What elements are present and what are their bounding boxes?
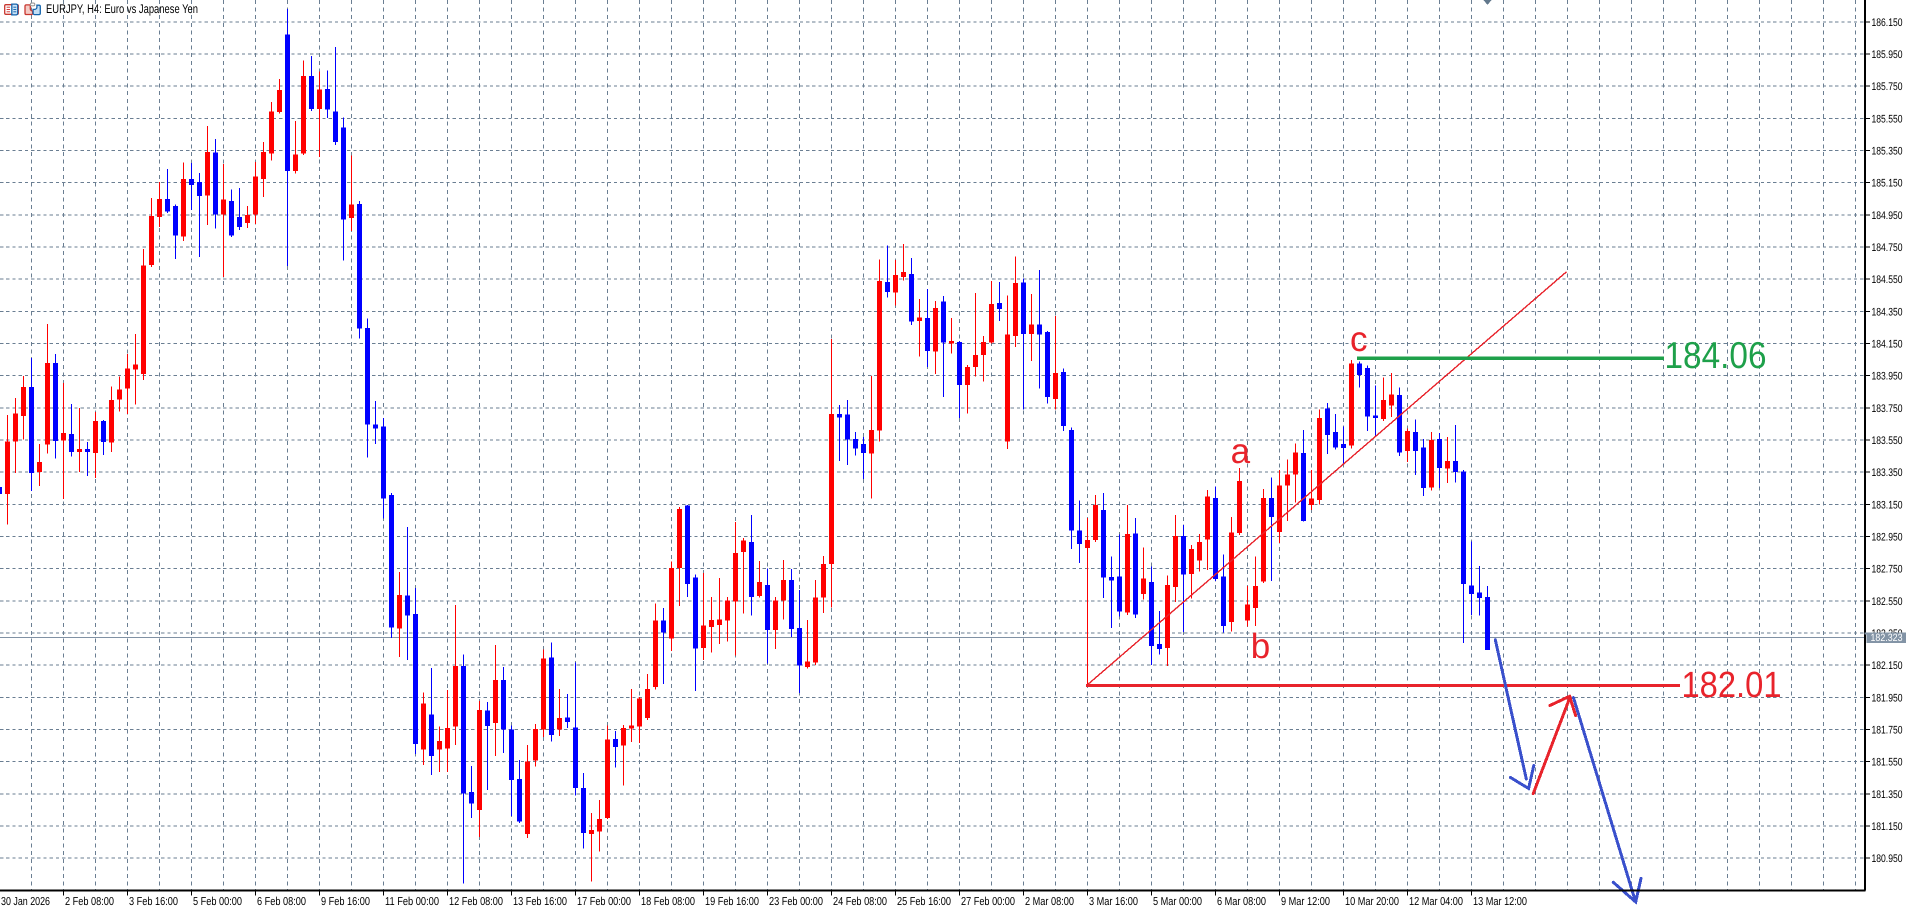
svg-text:2 Mar 08:00: 2 Mar 08:00	[1025, 896, 1074, 908]
svg-text:181.350: 181.350	[1872, 789, 1903, 801]
svg-text:182.323: 182.323	[1871, 632, 1903, 644]
svg-text:183.950: 183.950	[1872, 371, 1903, 383]
svg-text:3 Feb 16:00: 3 Feb 16:00	[129, 896, 178, 908]
svg-text:30 Jan 2026: 30 Jan 2026	[1, 896, 50, 908]
svg-text:184.750: 184.750	[1872, 242, 1903, 254]
svg-text:19 Feb 16:00: 19 Feb 16:00	[705, 896, 759, 908]
svg-text:183.750: 183.750	[1872, 403, 1903, 415]
svg-text:12 Feb 08:00: 12 Feb 08:00	[449, 896, 503, 908]
svg-text:EURJPY, H4: Euro vs Japanese: EURJPY, H4: Euro vs Japanese Yen	[46, 2, 198, 16]
svg-text:182.01: 182.01	[1682, 664, 1782, 705]
svg-text:181.750: 181.750	[1872, 725, 1903, 737]
svg-text:185.950: 185.950	[1872, 49, 1903, 61]
svg-text:182.150: 182.150	[1872, 660, 1903, 672]
svg-text:13 Mar 12:00: 13 Mar 12:00	[1473, 896, 1527, 908]
svg-text:13 Feb 16:00: 13 Feb 16:00	[513, 896, 567, 908]
svg-text:185.350: 185.350	[1872, 146, 1903, 158]
svg-text:a: a	[1231, 432, 1251, 471]
svg-text:183.350: 183.350	[1872, 467, 1903, 479]
svg-text:182.550: 182.550	[1872, 596, 1903, 608]
svg-text:185.550: 185.550	[1872, 113, 1903, 125]
svg-text:183.150: 183.150	[1872, 499, 1903, 511]
svg-text:10 Mar 20:00: 10 Mar 20:00	[1345, 896, 1399, 908]
svg-text:5 Mar 00:00: 5 Mar 00:00	[1153, 896, 1202, 908]
svg-text:24 Feb 08:00: 24 Feb 08:00	[833, 896, 887, 908]
svg-text:12 Mar 04:00: 12 Mar 04:00	[1409, 896, 1463, 908]
svg-text:27 Feb 00:00: 27 Feb 00:00	[961, 896, 1015, 908]
svg-text:184.150: 184.150	[1872, 339, 1903, 351]
svg-text:11 Feb 00:00: 11 Feb 00:00	[385, 896, 439, 908]
svg-text:181.550: 181.550	[1872, 757, 1903, 769]
svg-text:183.550: 183.550	[1872, 435, 1903, 447]
svg-text:9 Feb 16:00: 9 Feb 16:00	[321, 896, 370, 908]
svg-text:17 Feb 00:00: 17 Feb 00:00	[577, 896, 631, 908]
svg-text:3 Mar 16:00: 3 Mar 16:00	[1089, 896, 1138, 908]
svg-text:9 Mar 12:00: 9 Mar 12:00	[1281, 896, 1330, 908]
svg-text:180.950: 180.950	[1872, 853, 1903, 865]
svg-text:25 Feb 16:00: 25 Feb 16:00	[897, 896, 951, 908]
svg-text:5 Feb 00:00: 5 Feb 00:00	[193, 896, 242, 908]
svg-text:b: b	[1251, 627, 1270, 666]
svg-text:184.550: 184.550	[1872, 274, 1903, 286]
svg-text:181.150: 181.150	[1872, 821, 1903, 833]
svg-text:184.350: 184.350	[1872, 306, 1903, 318]
svg-text:185.750: 185.750	[1872, 81, 1903, 93]
svg-text:23 Feb 00:00: 23 Feb 00:00	[769, 896, 823, 908]
svg-text:184.06: 184.06	[1665, 334, 1767, 376]
svg-text:6 Mar 08:00: 6 Mar 08:00	[1217, 896, 1266, 908]
svg-text:6 Feb 08:00: 6 Feb 08:00	[257, 896, 306, 908]
svg-text:182.750: 182.750	[1872, 564, 1903, 576]
svg-text:185.150: 185.150	[1872, 178, 1903, 190]
svg-text:186.150: 186.150	[1872, 17, 1903, 29]
svg-text:184.950: 184.950	[1872, 210, 1903, 222]
svg-text:18 Feb 08:00: 18 Feb 08:00	[641, 896, 695, 908]
svg-text:c: c	[1350, 320, 1368, 359]
svg-text:182.950: 182.950	[1872, 532, 1903, 544]
svg-text:181.950: 181.950	[1872, 692, 1903, 704]
svg-text:2 Feb 08:00: 2 Feb 08:00	[65, 896, 114, 908]
